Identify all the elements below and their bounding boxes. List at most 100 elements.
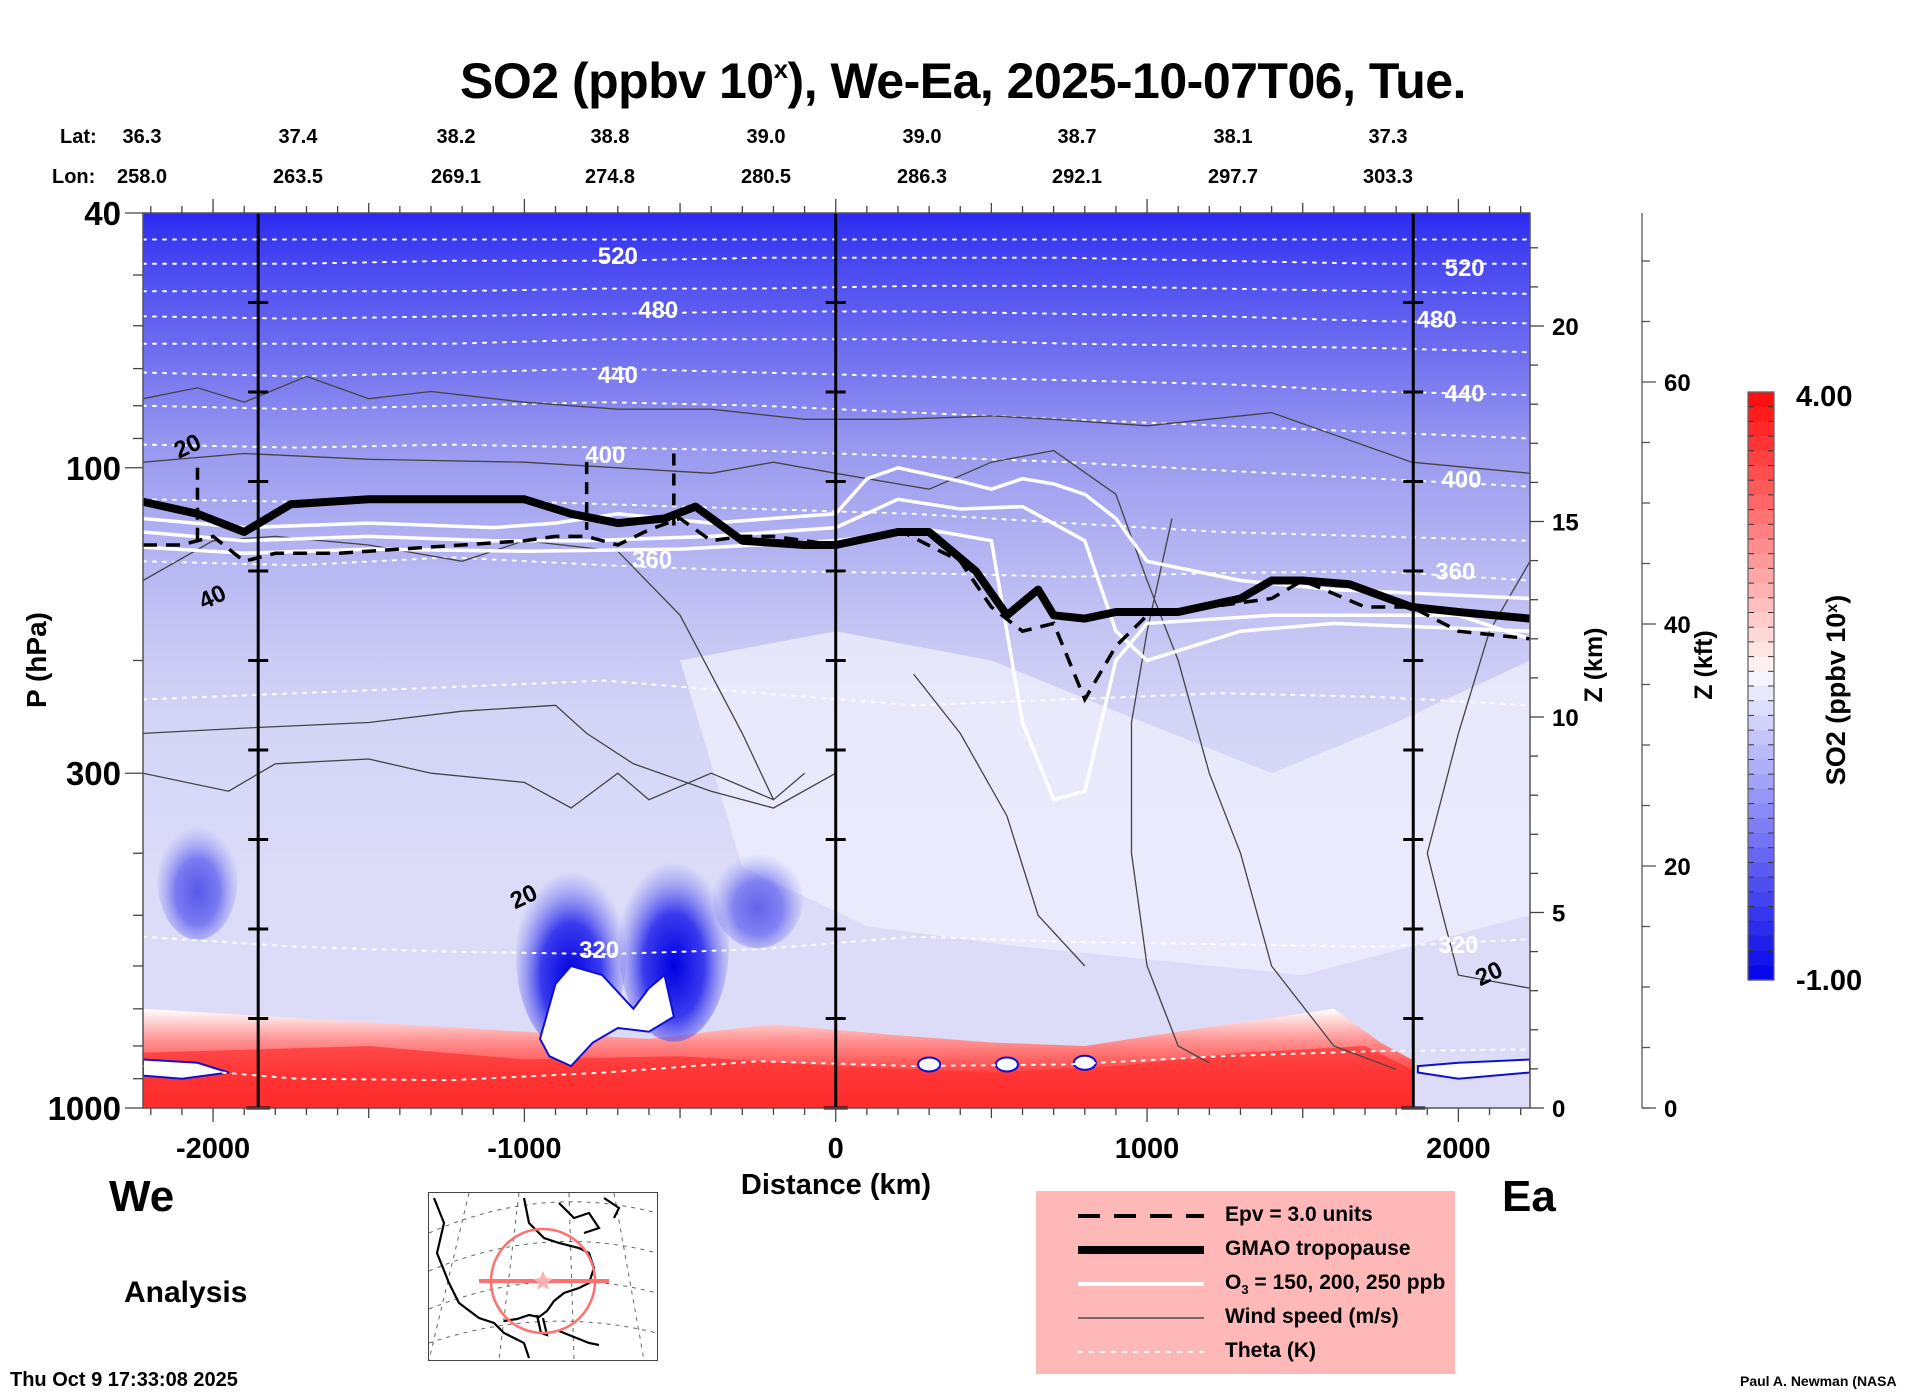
wind-contour <box>1130 518 1210 1064</box>
theta-label: 320 <box>579 937 619 964</box>
ozone-contour <box>143 465 1530 601</box>
colorbar-min-label: -1.00 <box>1796 965 1862 997</box>
analysis-label: Analysis <box>124 1276 248 1309</box>
wind-contour <box>143 704 837 809</box>
section-marker <box>479 1227 609 1335</box>
zkm-tick-label: 0 <box>1552 1096 1565 1123</box>
colorbar-frame <box>1747 391 1775 981</box>
theta-label: 520 <box>1445 255 1485 282</box>
colorbar-band <box>1748 450 1774 467</box>
colorbar-band <box>1748 406 1774 422</box>
wind-contour <box>143 449 1397 1070</box>
theta-label: 440 <box>1445 380 1485 407</box>
ozone-contour <box>143 497 1530 663</box>
lon-value: 263.5 <box>272 166 324 188</box>
y-tick-label: 300 <box>66 755 121 792</box>
y-tick-label: 100 <box>66 450 121 487</box>
lat-value: 38.8 <box>590 126 630 148</box>
epv-line <box>143 516 1530 704</box>
colorbar-band <box>1748 392 1774 408</box>
lat-value: 38.2 <box>436 126 476 148</box>
theta-label: 320 <box>1438 932 1478 959</box>
colorbar-band <box>1748 509 1774 525</box>
theta-line <box>143 556 1530 582</box>
colorbar-band <box>1748 627 1774 643</box>
legend-item-ozone: O3 = 150, 200, 250 ppb <box>1078 1271 1446 1298</box>
colorbar-band <box>1748 803 1774 819</box>
legend-item-wind: Wind speed (m/s) <box>1078 1305 1399 1328</box>
lat-value: 37.4 <box>278 126 318 148</box>
colorbar-band <box>1748 641 1774 658</box>
colorbar-band <box>1748 891 1774 908</box>
theta-label: 520 <box>598 243 638 270</box>
credit: Paul A. Newman (NASA <box>1740 1373 1897 1389</box>
colorbar-max-label: 4.00 <box>1796 381 1852 413</box>
colorbar-band <box>1748 862 1774 878</box>
colorbar-band <box>1748 700 1774 716</box>
theta-label: 480 <box>638 297 678 324</box>
y-axis-label: P (hPa) <box>21 612 52 708</box>
theta-label: 400 <box>585 442 625 469</box>
legend-item-tropopause: GMAO tropopause <box>1078 1237 1411 1260</box>
so2-white-pocket <box>1416 1058 1530 1080</box>
legend: Epv = 3.0 units GMAO tropopause O3 = 150… <box>1036 1191 1455 1374</box>
zkm-tick-label: 20 <box>1552 314 1579 341</box>
theta-line <box>143 1048 1530 1082</box>
colorbar-band <box>1748 436 1774 452</box>
colorbar-band <box>1748 833 1774 849</box>
tropopause-line <box>143 495 1530 623</box>
y-tick-label: 1000 <box>48 1090 121 1127</box>
colorbar-band <box>1748 774 1774 790</box>
locator-map <box>428 1192 658 1361</box>
theta-label: 480 <box>1417 306 1457 333</box>
legend-item-epv: Epv = 3.0 units <box>1078 1203 1373 1226</box>
colorbar-band <box>1748 847 1774 863</box>
theta-label: 360 <box>632 547 672 574</box>
colorbar-band <box>1748 583 1774 599</box>
so2-max-surface <box>143 1046 1412 1108</box>
lon-value: 297.7 <box>1207 166 1259 188</box>
zkm-tick-label: 15 <box>1552 510 1579 537</box>
zkft-tick-label: 20 <box>1664 854 1691 881</box>
wind-contour <box>913 673 1086 967</box>
lat-value: 39.0 <box>746 126 786 148</box>
zkft-tick-label: 60 <box>1664 370 1691 397</box>
colorbar-band <box>1748 421 1774 437</box>
colorbar-band <box>1748 686 1774 702</box>
colorbar-band <box>1748 877 1774 893</box>
colorbar-band <box>1748 950 1774 966</box>
x-tick-label: 1000 <box>1115 1133 1180 1165</box>
legend-item-theta: Theta (K) <box>1078 1339 1316 1362</box>
colorbar-band <box>1748 494 1774 511</box>
wind-contour <box>143 758 774 809</box>
theta-label: 440 <box>598 362 638 389</box>
colorbar-band <box>1748 788 1774 805</box>
wind-contour <box>143 375 1530 474</box>
zkm-tick-label: 10 <box>1552 705 1579 732</box>
colorbar-band <box>1748 906 1774 922</box>
colorbar-band <box>1748 921 1774 937</box>
zkft-axis-label: Z (kft) <box>1690 630 1718 699</box>
so2-light-region <box>680 631 1530 976</box>
colorbar-band <box>1748 539 1774 555</box>
x-tick-label: -1000 <box>487 1133 561 1165</box>
so2-white-pocket <box>538 964 675 1068</box>
lat-value: 37.3 <box>1368 126 1408 148</box>
lon-value: 292.1 <box>1051 166 1103 188</box>
lat-value: 39.0 <box>902 126 942 148</box>
theta-label: 360 <box>1435 558 1475 585</box>
coastline <box>432 1197 621 1359</box>
colorbar-label: SO2 (ppbv 10x) <box>1821 595 1851 785</box>
colorbar-band <box>1748 597 1774 614</box>
x-axis-label: Distance (km) <box>741 1169 931 1201</box>
colorbar-band <box>1748 656 1774 672</box>
so2-min-core <box>712 848 803 949</box>
lat-value: 36.3 <box>122 126 162 148</box>
zkft-tick-label: 0 <box>1664 1096 1677 1123</box>
timestamp: Thu Oct 9 17:33:08 2025 <box>10 1369 238 1391</box>
colorbar-band <box>1748 730 1774 746</box>
so2-min-core <box>157 819 238 940</box>
so2-white-pocket <box>994 1056 1019 1073</box>
lat-value: 38.1 <box>1213 126 1253 148</box>
